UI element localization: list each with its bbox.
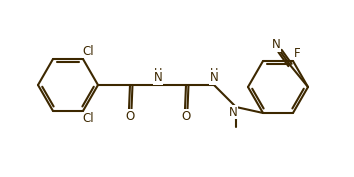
Text: F: F [294, 47, 300, 59]
Text: N: N [210, 71, 218, 84]
Text: H: H [210, 68, 218, 78]
Text: Cl: Cl [82, 112, 94, 125]
Text: O: O [125, 110, 135, 122]
Text: O: O [181, 110, 190, 122]
Text: N: N [272, 39, 280, 52]
Text: N: N [154, 71, 162, 84]
Text: H: H [154, 68, 162, 78]
Text: Cl: Cl [82, 45, 94, 58]
Text: N: N [229, 105, 238, 118]
